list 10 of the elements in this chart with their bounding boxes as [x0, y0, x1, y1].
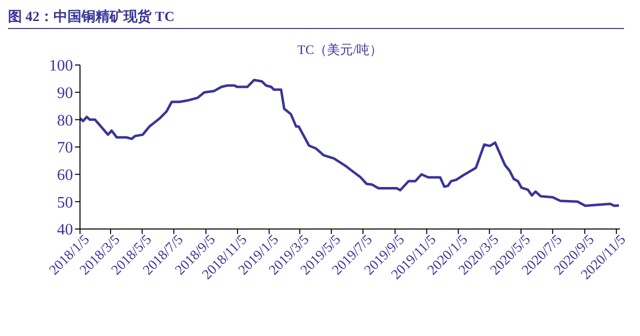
y-tick-label: 90: [57, 85, 73, 102]
chart-title: 图 42：中国铜精矿现货 TC: [8, 8, 624, 29]
y-axis-title: TC（美元/吨）: [296, 41, 384, 59]
y-tick-label: 50: [57, 194, 73, 212]
y-tick-label: 80: [57, 112, 73, 130]
y-tick-label: 40: [57, 222, 73, 239]
y-tick-label: 60: [57, 167, 73, 184]
y-tick-label: 100: [49, 58, 73, 75]
line-series: [80, 78, 620, 208]
y-tick-label: 70: [57, 140, 73, 157]
